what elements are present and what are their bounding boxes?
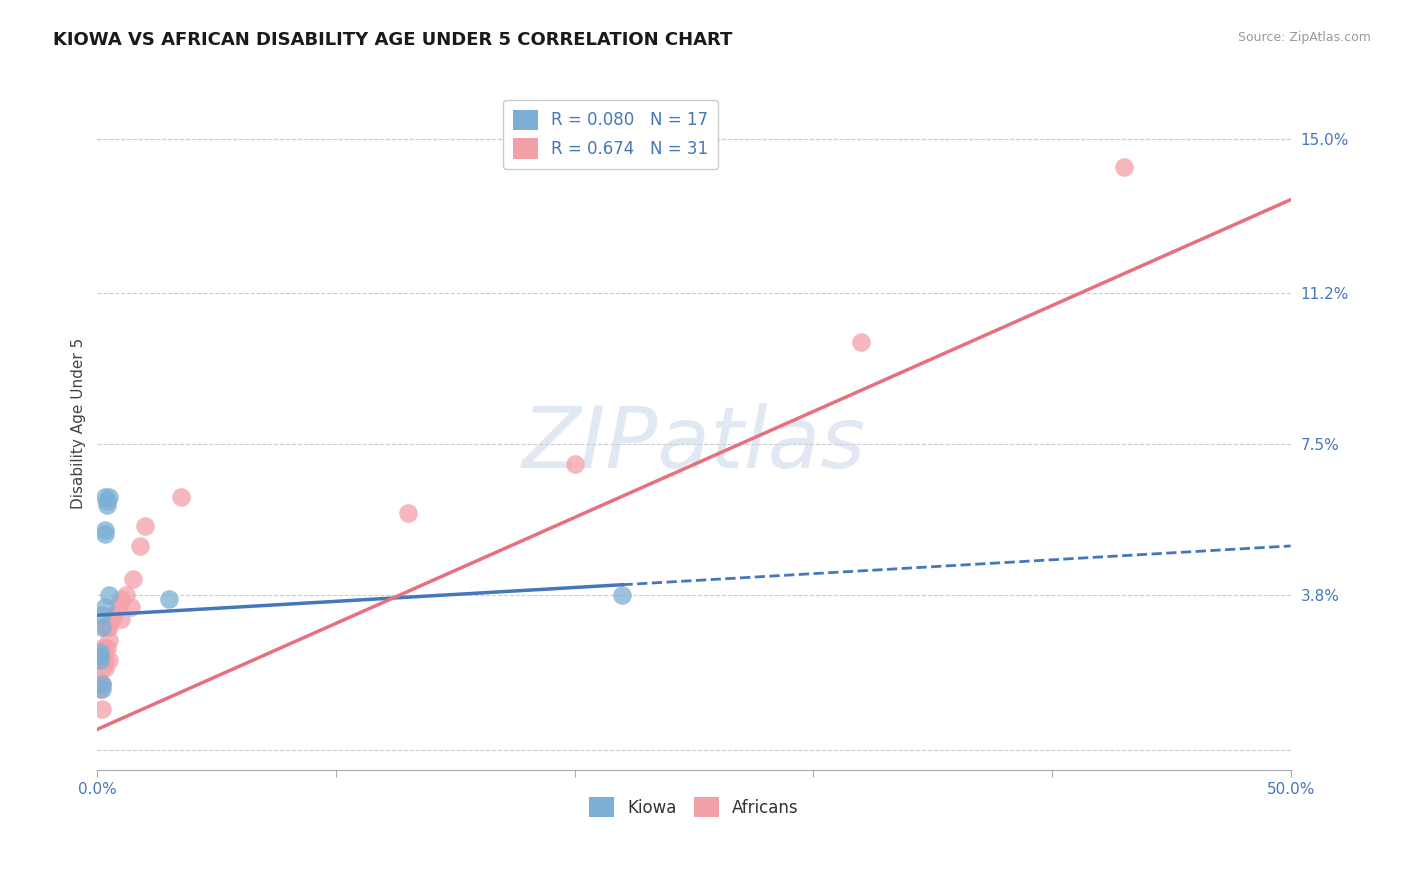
Point [89, 677, 111, 691]
Point [93, 526, 115, 541]
Text: ZIPatlas: ZIPatlas [522, 403, 866, 486]
Point [93, 490, 115, 504]
Point [170, 490, 193, 504]
Point [91, 608, 114, 623]
Point [89, 648, 111, 663]
Text: Source: ZipAtlas.com: Source: ZipAtlas.com [1237, 31, 1371, 45]
Point [96, 640, 118, 655]
Point [98, 632, 121, 647]
Point [100, 612, 122, 626]
Point [93, 600, 115, 615]
Point [564, 458, 586, 472]
Point [849, 335, 872, 350]
Point [98, 588, 121, 602]
Point [91, 661, 114, 675]
Point [91, 620, 114, 634]
Point [93, 653, 115, 667]
Point [93, 523, 115, 537]
Point [120, 600, 142, 615]
Text: KIOWA VS AFRICAN DISABILITY AGE UNDER 5 CORRELATION CHART: KIOWA VS AFRICAN DISABILITY AGE UNDER 5 … [53, 31, 733, 49]
Point [91, 681, 114, 696]
Point [89, 681, 111, 696]
Point [91, 653, 114, 667]
Point [96, 498, 118, 512]
Point [103, 608, 125, 623]
Point [612, 588, 634, 602]
Point [93, 661, 115, 675]
Legend: Kiowa, Africans: Kiowa, Africans [582, 790, 806, 824]
Point [96, 620, 118, 634]
Point [157, 591, 180, 606]
Point [96, 494, 118, 508]
Point [129, 539, 152, 553]
Y-axis label: Disability Age Under 5: Disability Age Under 5 [72, 338, 86, 509]
Point [1112, 160, 1135, 174]
Point [134, 518, 156, 533]
Point [98, 490, 121, 504]
Point [91, 702, 114, 716]
Point [396, 506, 419, 520]
Point [110, 591, 132, 606]
Point [108, 600, 131, 615]
Point [89, 653, 111, 667]
Point [115, 588, 138, 602]
Point [89, 645, 111, 659]
Point [91, 640, 114, 655]
Point [122, 572, 145, 586]
Point [91, 677, 114, 691]
Point [91, 677, 114, 691]
Point [93, 640, 115, 655]
Point [98, 653, 121, 667]
Point [93, 620, 115, 634]
Point [98, 620, 121, 634]
Point [110, 612, 132, 626]
